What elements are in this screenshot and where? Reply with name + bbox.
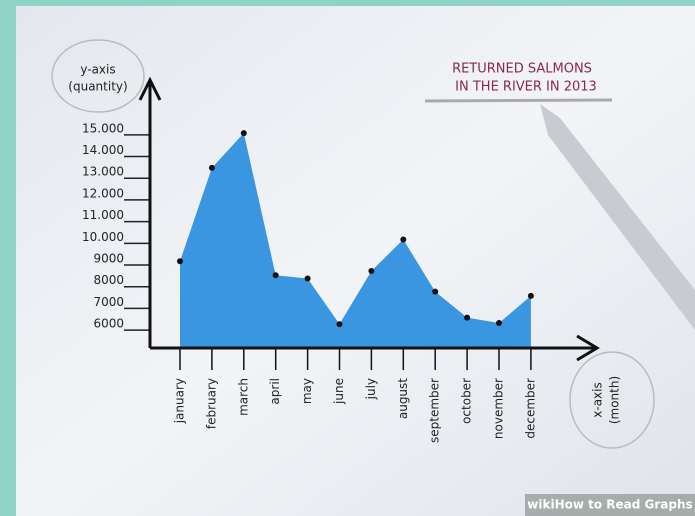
y-tick-label: 11.000 (82, 208, 124, 222)
paper (16, 6, 695, 516)
y-label: y-axis (80, 63, 115, 77)
point (304, 275, 311, 282)
x-tick-label: february (204, 378, 218, 429)
x-tick-label: december (523, 378, 537, 439)
x-label: x-axis (591, 382, 605, 417)
point (527, 292, 534, 299)
x-arrow (576, 334, 600, 362)
point (432, 288, 439, 295)
y-tick-label: 9000 (93, 252, 124, 266)
y-tick-label: 14.000 (82, 143, 124, 157)
x-tick-label: august (396, 378, 410, 419)
y-tick-label: 7000 (93, 295, 124, 309)
point (272, 272, 279, 279)
y-arrow (138, 76, 162, 101)
point (400, 236, 407, 243)
x-tick-label: june (332, 378, 346, 405)
x-tick-label: april (268, 378, 282, 405)
x-tick-label: may (300, 378, 314, 404)
point (496, 320, 502, 327)
watermark-bg (525, 494, 695, 516)
x-tick-label: march (236, 378, 250, 416)
point (368, 267, 375, 274)
point (208, 164, 215, 171)
x-tick-label: july (364, 378, 378, 400)
watermark: wikiHow to Read Graphs (527, 498, 692, 512)
point (464, 314, 471, 321)
circle-doodle (569, 351, 655, 449)
pencil (540, 104, 695, 330)
title-line: IN THE RIVER IN 2013 (455, 80, 597, 95)
y-label: (quantity) (68, 80, 127, 94)
y-tick-label: 15.000 (82, 121, 124, 135)
y-tick-label: 13.000 (82, 165, 124, 179)
x-label: (month) (608, 376, 622, 424)
y-tick-label: 10.000 (82, 230, 124, 244)
y-tick-label: 12.000 (82, 186, 124, 200)
y-tick-label: 8000 (93, 273, 124, 287)
title-line: RETURNED SALMONS (452, 62, 592, 77)
circle-doodle (51, 39, 145, 113)
area (180, 133, 531, 348)
y-tick-label: 6000 (93, 317, 124, 331)
x-tick-label: september (428, 378, 442, 443)
point (240, 130, 247, 137)
point (336, 321, 343, 328)
x-tick-label: october (460, 378, 474, 424)
plot: 6000 7000 8000 9000 10.000 11.000 12.000 13.000… (82, 76, 600, 443)
underline (424, 98, 613, 103)
x-tick-label: november (492, 378, 506, 439)
point (177, 258, 183, 265)
x-tick-label: january (173, 378, 187, 424)
